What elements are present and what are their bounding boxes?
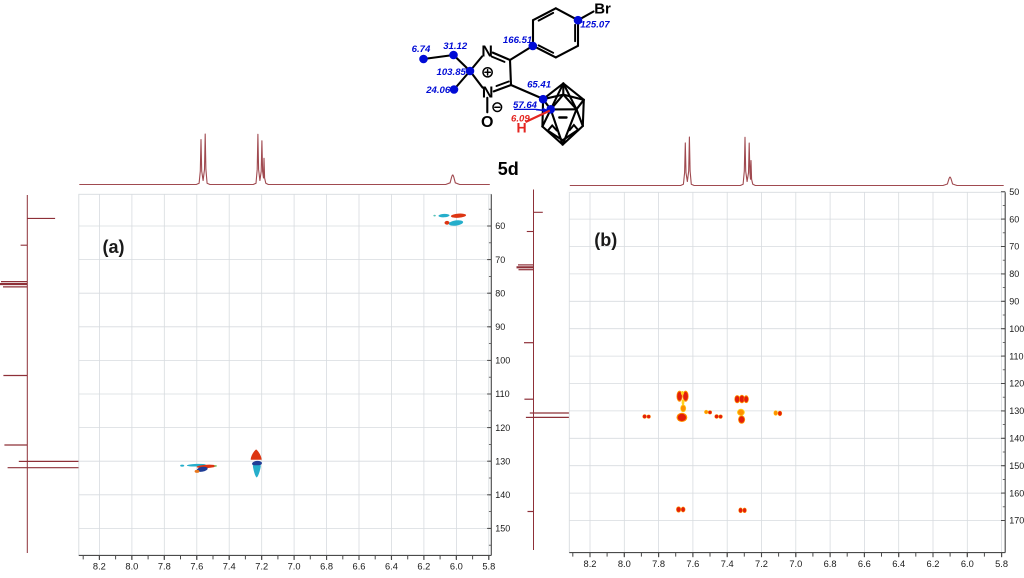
svg-text:90: 90 xyxy=(1009,297,1019,307)
svg-text:80: 80 xyxy=(1009,269,1019,279)
svg-text:7.6: 7.6 xyxy=(686,559,699,569)
svg-text:(a): (a) xyxy=(103,237,125,257)
svg-text:N: N xyxy=(482,85,494,102)
svg-text:6.4: 6.4 xyxy=(892,559,905,569)
svg-text:8.2: 8.2 xyxy=(93,562,106,572)
svg-text:8.0: 8.0 xyxy=(125,562,138,572)
svg-text:8.2: 8.2 xyxy=(584,559,597,569)
svg-text:24.06: 24.06 xyxy=(425,85,451,96)
svg-text:6.6: 6.6 xyxy=(858,559,871,569)
svg-text:166.51: 166.51 xyxy=(503,35,532,46)
svg-text:(b): (b) xyxy=(594,230,617,250)
svg-text:65.41: 65.41 xyxy=(527,79,551,90)
svg-text:90: 90 xyxy=(495,322,505,332)
svg-text:70: 70 xyxy=(495,255,505,265)
svg-text:140: 140 xyxy=(1009,434,1024,444)
svg-text:7.0: 7.0 xyxy=(789,559,802,569)
svg-text:6.2: 6.2 xyxy=(417,562,430,572)
svg-text:8.0: 8.0 xyxy=(618,559,631,569)
svg-text:110: 110 xyxy=(1009,351,1023,361)
svg-text:7.6: 7.6 xyxy=(190,562,203,572)
svg-text:100: 100 xyxy=(1009,324,1024,334)
svg-text:6.8: 6.8 xyxy=(320,562,333,572)
svg-text:80: 80 xyxy=(495,288,505,298)
svg-text:110: 110 xyxy=(495,389,509,399)
svg-text:7.4: 7.4 xyxy=(721,559,734,569)
svg-text:7.8: 7.8 xyxy=(652,559,665,569)
svg-text:6.0: 6.0 xyxy=(961,559,974,569)
svg-text:103.85: 103.85 xyxy=(437,67,467,78)
svg-text:60: 60 xyxy=(495,221,505,231)
svg-text:6.8: 6.8 xyxy=(824,559,837,569)
svg-text:70: 70 xyxy=(1009,242,1019,252)
svg-text:150: 150 xyxy=(1009,461,1024,471)
svg-text:6.74: 6.74 xyxy=(412,44,431,55)
svg-text:50: 50 xyxy=(1009,187,1019,197)
svg-text:7.2: 7.2 xyxy=(755,559,768,569)
svg-text:7.4: 7.4 xyxy=(223,562,236,572)
svg-text:6.2: 6.2 xyxy=(927,559,940,569)
svg-text:60: 60 xyxy=(1009,214,1019,224)
svg-text:O: O xyxy=(481,114,493,131)
svg-text:120: 120 xyxy=(495,423,510,433)
svg-text:6.6: 6.6 xyxy=(353,562,366,572)
svg-text:160: 160 xyxy=(1009,488,1024,498)
svg-text:6.4: 6.4 xyxy=(385,562,398,572)
svg-text:5.8: 5.8 xyxy=(995,559,1008,569)
svg-text:7.2: 7.2 xyxy=(255,562,268,572)
svg-text:7.0: 7.0 xyxy=(288,562,301,572)
svg-text:125.07: 125.07 xyxy=(580,20,610,31)
svg-text:6.09: 6.09 xyxy=(511,113,530,124)
svg-text:5d: 5d xyxy=(498,159,519,179)
svg-text:170: 170 xyxy=(1009,516,1024,526)
svg-text:31.12: 31.12 xyxy=(443,41,468,52)
svg-text:140: 140 xyxy=(495,490,510,500)
svg-text:N: N xyxy=(481,43,493,60)
svg-text:150: 150 xyxy=(495,524,510,534)
svg-text:Br: Br xyxy=(594,1,611,18)
svg-text:130: 130 xyxy=(1009,406,1024,416)
svg-text:6.0: 6.0 xyxy=(450,562,463,572)
svg-text:100: 100 xyxy=(495,356,510,366)
svg-text:5.8: 5.8 xyxy=(482,562,495,572)
svg-text:120: 120 xyxy=(1009,379,1024,389)
svg-text:7.8: 7.8 xyxy=(158,562,171,572)
svg-text:130: 130 xyxy=(495,456,510,466)
